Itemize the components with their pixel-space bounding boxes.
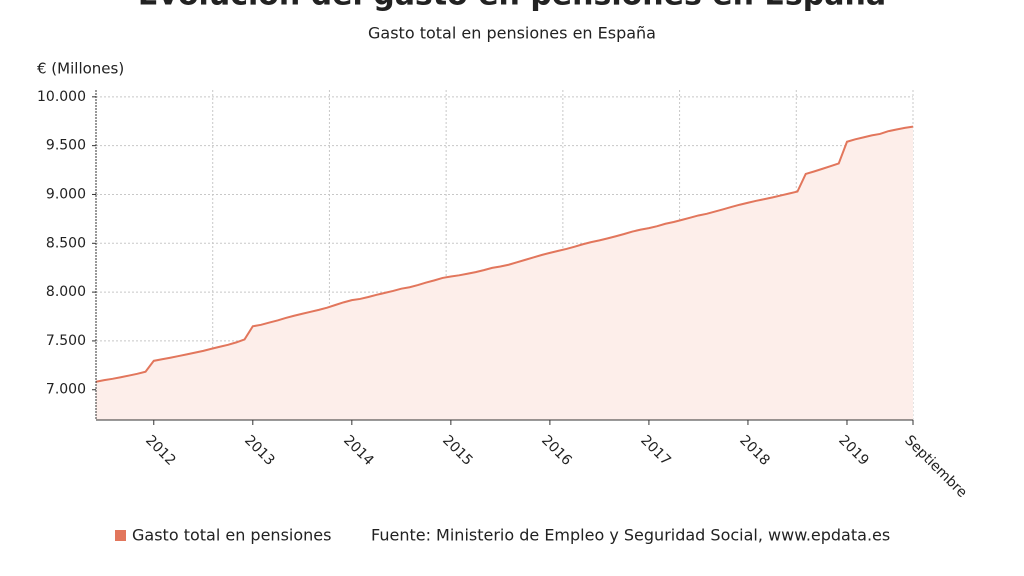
legend-label: Gasto total en pensiones [132, 526, 331, 545]
chart-title: Evolución del gasto en pensiones en Espa… [138, 0, 886, 13]
x-tick-label: 2016 [538, 432, 575, 469]
x-tick-label: 2012 [142, 432, 179, 469]
x-tick-label: 2017 [637, 432, 674, 469]
chart-subtitle: Gasto total en pensiones en España [368, 24, 656, 43]
y-tick-label: 7.500 [46, 333, 86, 349]
x-tick-label: Septiembre [901, 432, 970, 501]
y-tick-label: 7.000 [46, 382, 86, 398]
x-tick-label: 2014 [340, 432, 377, 469]
x-tick-label: 2019 [835, 432, 872, 469]
line [95, 125, 914, 383]
x-tick-label: 2013 [241, 432, 278, 469]
source-note: Fuente: Ministerio de Empleo y Seguridad… [371, 526, 890, 545]
y-axis-label: € (Millones) [37, 60, 124, 78]
x-tick-label: 2018 [736, 432, 773, 469]
y-tick-label: 9.500 [46, 138, 86, 154]
x-tick-label: 2015 [439, 432, 476, 469]
legend-swatch [115, 530, 126, 541]
y-tick-label: 8.000 [46, 284, 86, 300]
y-tick-label: 8.500 [46, 235, 86, 251]
y-tick-label: 9.000 [46, 186, 86, 202]
y-tick-label: 10.000 [37, 89, 86, 105]
area [96, 126, 913, 421]
